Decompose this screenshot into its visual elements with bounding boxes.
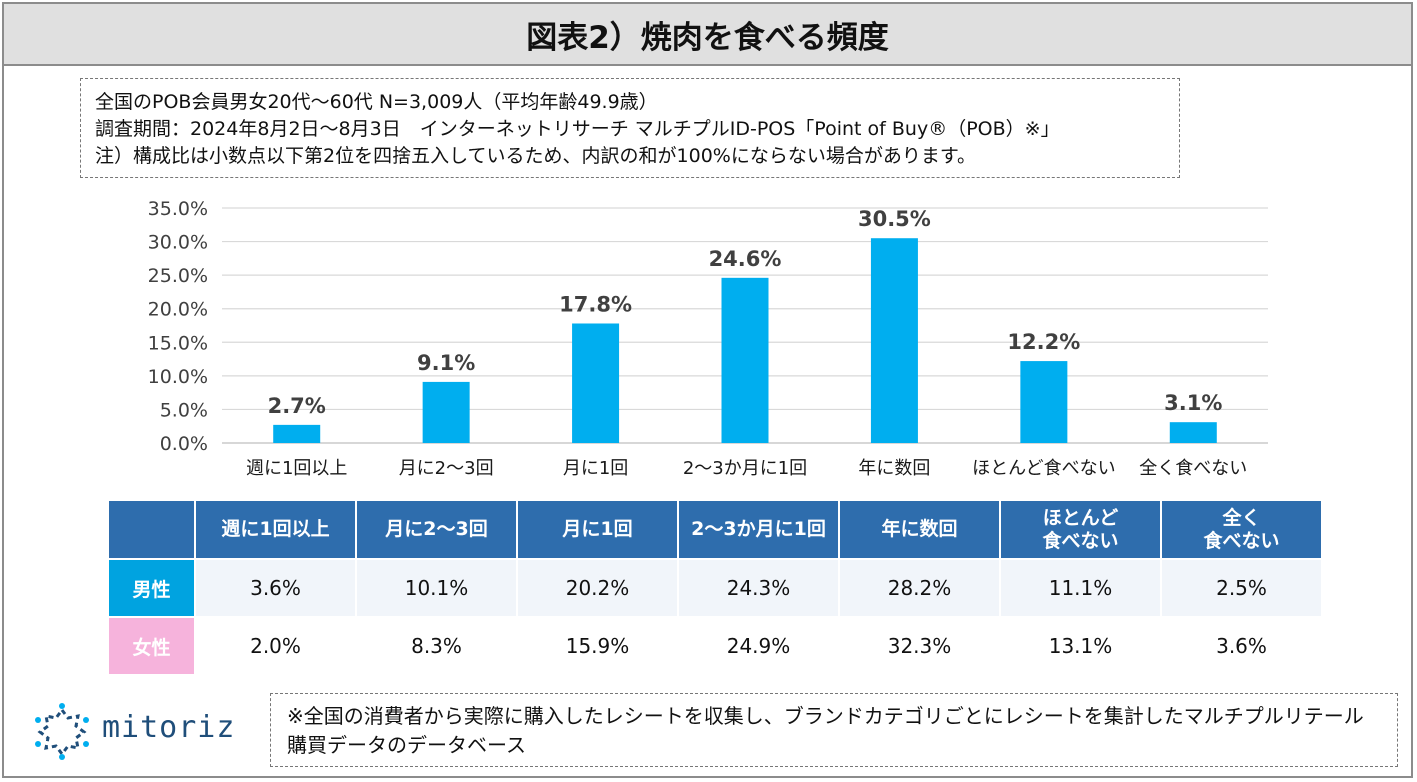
bar xyxy=(721,277,769,443)
bar-chart: 35.0% 30.0% 25.0% 20.0% 15.0% 10.0% 5.0% 0.0% 2.… xyxy=(148,198,1268,479)
table-cell: 24.9% xyxy=(677,616,840,676)
bar xyxy=(1020,361,1068,443)
note-line: 注）構成比は小数点以下第2位を四捨五入しているため、内訳の和が100%にならない… xyxy=(95,145,976,167)
y-tick-label: 30.0% xyxy=(148,232,208,254)
x-tick-label: 2～3か月に1回 xyxy=(683,458,807,479)
footer-note: ※全国の消費者から実際に購入したレシートを収集し、ブランドカテゴリごとにレシート… xyxy=(270,693,1398,767)
table-cell: 2.0% xyxy=(194,616,357,676)
table-header-cell: 年に数回 xyxy=(838,499,1001,560)
data-label: 9.1% xyxy=(417,351,475,375)
table-corner-cell xyxy=(107,499,196,560)
bar xyxy=(1169,422,1217,443)
data-label: 17.8% xyxy=(559,292,632,316)
data-label: 30.5% xyxy=(858,207,931,231)
table-cell: 3.6% xyxy=(194,558,357,618)
data-label: 12.2% xyxy=(1007,330,1080,354)
row-label-male: 男性 xyxy=(107,558,196,618)
x-tick-label: 全く食べない xyxy=(1139,458,1247,479)
bar xyxy=(572,323,620,443)
table-cell: 3.6% xyxy=(1160,616,1323,676)
x-tick-label: 年に数回 xyxy=(858,458,930,479)
table-cell: 2.5% xyxy=(1160,558,1323,618)
y-tick-label: 20.0% xyxy=(148,299,208,321)
table-cell: 28.2% xyxy=(838,558,1001,618)
logo-text: mitoriz xyxy=(102,710,236,745)
table-row-male: 男性 3.6% 10.1% 20.2% 24.3% 28.2% 11.1% 2.… xyxy=(107,558,1323,618)
note-line: 全国のPOB会員男女20代～60代 N=3,009人（平均年齢49.9歳） xyxy=(95,91,658,113)
data-label: 3.1% xyxy=(1164,391,1222,415)
table-header-cell: 2～3か月に1回 xyxy=(677,499,840,560)
table-cell: 15.9% xyxy=(516,616,679,676)
table-header-cell: ほとんど 食べない xyxy=(999,499,1162,560)
table-cell: 32.3% xyxy=(838,616,1001,676)
bar xyxy=(273,424,321,443)
breakdown-table: 週に1回以上 月に2～3回 月に1回 2～3か月に1回 年に数回 ほとんど 食べ… xyxy=(107,499,1323,676)
table-cell: 10.1% xyxy=(355,558,518,618)
x-tick-label: 週に1回以上 xyxy=(246,458,347,479)
data-label: 2.7% xyxy=(268,394,326,418)
bar xyxy=(422,381,470,443)
note-line: 調査期間：2024年8月2日～8月3日 インターネットリサーチ マルチプルID-… xyxy=(95,118,1060,140)
figure-title: 図表2）焼肉を食べる頻度 xyxy=(4,4,1411,66)
table-row-female: 女性 2.0% 8.3% 15.9% 24.9% 32.3% 13.1% 3.6… xyxy=(107,616,1323,676)
y-tick-label: 25.0% xyxy=(148,265,208,287)
bar xyxy=(870,238,918,443)
table-cell: 24.3% xyxy=(677,558,840,618)
survey-notes: 全国のPOB会員男女20代～60代 N=3,009人（平均年齢49.9歳） 調査… xyxy=(80,78,1180,178)
table-header-cell: 月に1回 xyxy=(516,499,679,560)
y-tick-label: 10.0% xyxy=(148,366,208,388)
x-tick-label: ほとんど食べない xyxy=(972,458,1115,479)
y-tick-label: 5.0% xyxy=(160,399,208,421)
table-header-row: 週に1回以上 月に2～3回 月に1回 2～3か月に1回 年に数回 ほとんど 食べ… xyxy=(107,499,1323,560)
y-tick-label: 0.0% xyxy=(160,433,208,455)
mitoriz-logo-icon xyxy=(35,703,89,760)
table-cell: 20.2% xyxy=(516,558,679,618)
table-header-cell: 月に2～3回 xyxy=(355,499,518,560)
y-tick-label: 35.0% xyxy=(148,198,208,220)
data-label: 24.6% xyxy=(709,247,782,271)
y-tick-label: 15.0% xyxy=(148,332,208,354)
company-logo: mitoriz xyxy=(30,700,260,760)
table-cell: 13.1% xyxy=(999,616,1162,676)
row-label-female: 女性 xyxy=(107,616,196,676)
table-header-cell: 全く 食べない xyxy=(1160,499,1323,560)
x-tick-label: 月に2～3回 xyxy=(399,458,494,479)
table-cell: 11.1% xyxy=(999,558,1162,618)
table-header-cell: 週に1回以上 xyxy=(194,499,357,560)
x-tick-label: 月に1回 xyxy=(563,458,628,479)
table-cell: 8.3% xyxy=(355,616,518,676)
